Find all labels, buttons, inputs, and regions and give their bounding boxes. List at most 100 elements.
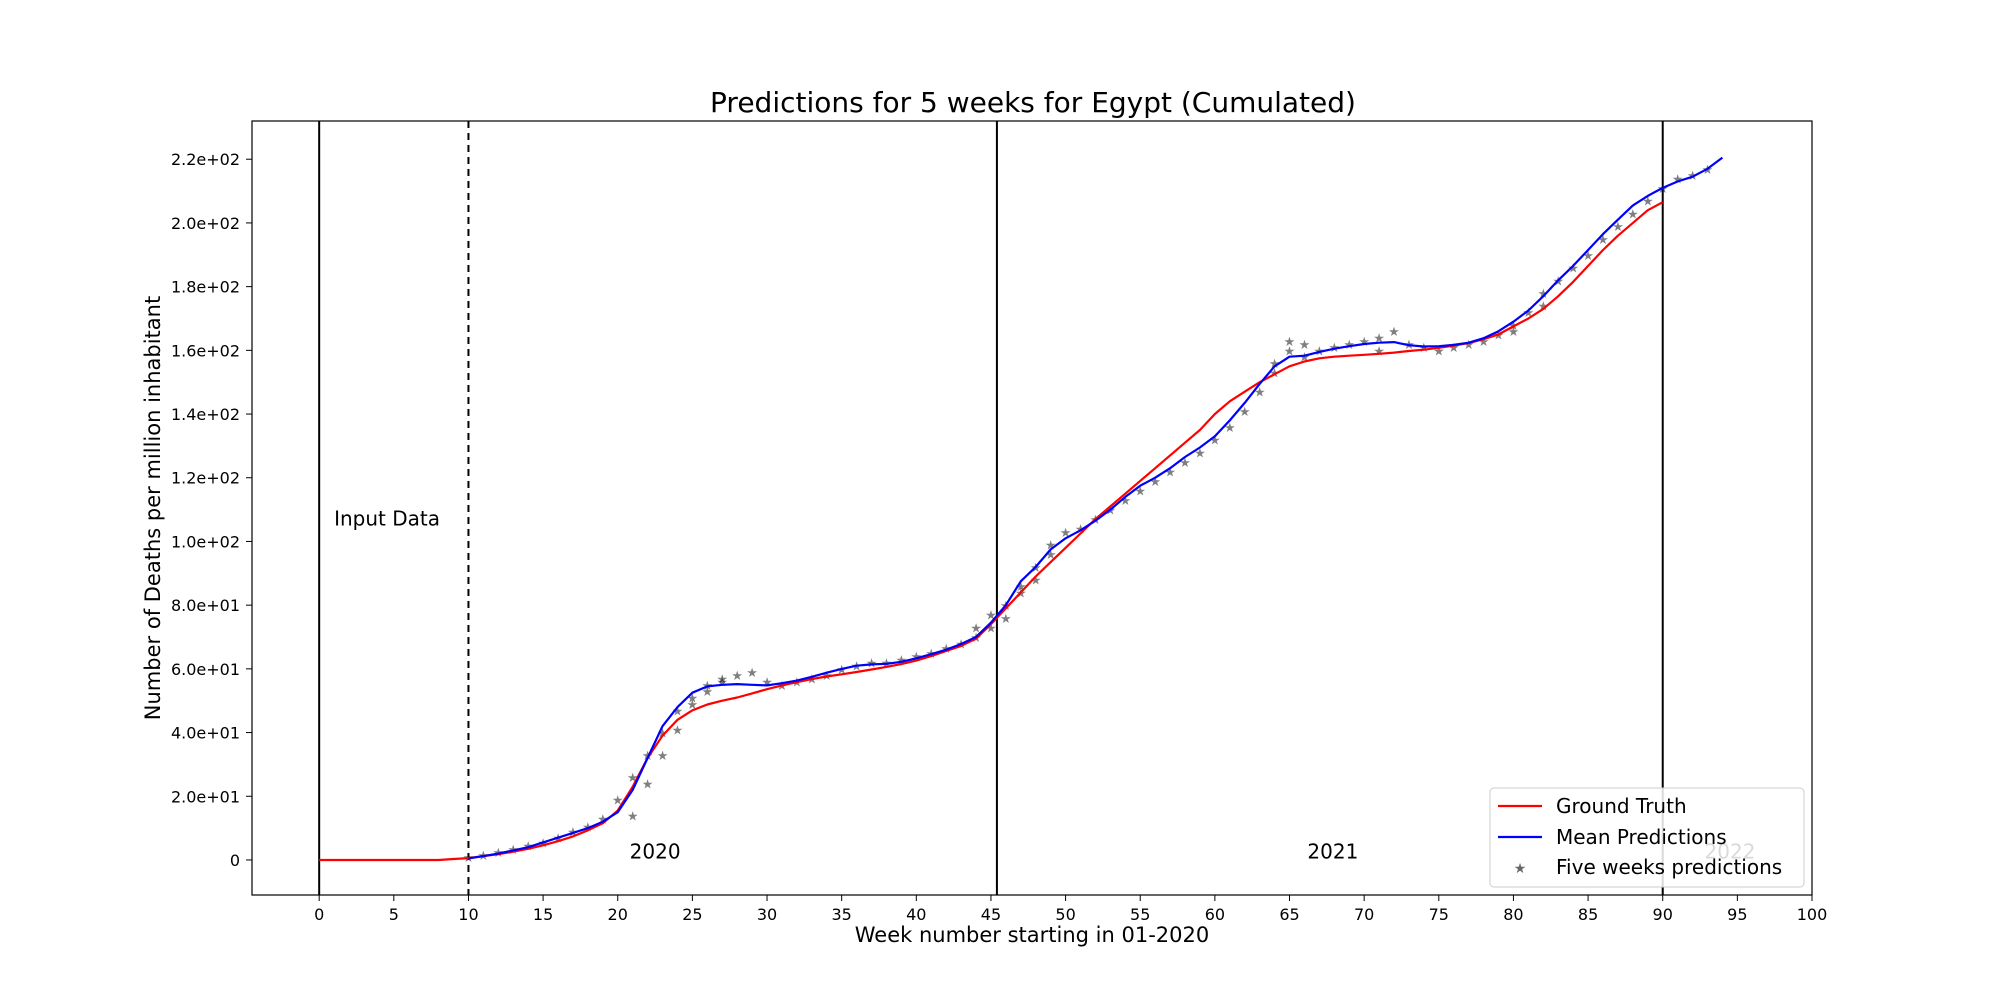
prediction-point: ★ — [1194, 446, 1206, 461]
vertical-reference-lines — [318, 121, 1664, 895]
prediction-point: ★ — [1299, 351, 1311, 366]
prediction-point: ★ — [1209, 434, 1221, 449]
series-lines — [319, 156, 1724, 862]
prediction-point: ★ — [1493, 328, 1505, 343]
legend-label-ground-truth: Ground Truth — [1556, 794, 1687, 818]
prediction-point: ★ — [1284, 344, 1296, 359]
prediction-point: ★ — [1448, 341, 1460, 356]
y-tick-label: 1.6e+02 — [171, 341, 240, 360]
prediction-point: ★ — [851, 660, 863, 675]
prediction-point: ★ — [1284, 335, 1296, 350]
prediction-point: ★ — [1254, 386, 1266, 401]
legend-box — [1489, 787, 1805, 888]
prediction-point: ★ — [1269, 357, 1281, 372]
prediction-point: ★ — [1537, 287, 1549, 302]
prediction-point: ★ — [1134, 484, 1146, 499]
x-tick-label: 95 — [1727, 905, 1747, 924]
prediction-point: ★ — [1358, 335, 1370, 350]
plot-frame — [251, 120, 1813, 896]
ground-truth-line — [319, 201, 1664, 862]
prediction-point: ★ — [1045, 548, 1057, 563]
chart-title: Predictions for 5 weeks for Egypt (Cumul… — [710, 86, 1356, 119]
prediction-point: ★ — [761, 676, 773, 691]
annotation-label: 2021 — [1307, 839, 1358, 863]
prediction-point: ★ — [552, 832, 564, 847]
prediction-point: ★ — [1523, 306, 1535, 321]
prediction-point: ★ — [716, 672, 728, 687]
x-tick-label: 65 — [1279, 905, 1299, 924]
y-tick-label: 2.0e+01 — [171, 787, 240, 806]
prediction-point: ★ — [612, 793, 624, 808]
y-tick-label: 6.0e+01 — [171, 660, 240, 679]
prediction-point: ★ — [672, 704, 684, 719]
x-tick-label: 90 — [1653, 905, 1673, 924]
prediction-point: ★ — [1000, 612, 1012, 627]
annotation-label: Input Data — [334, 507, 440, 531]
prediction-point: ★ — [672, 723, 684, 738]
prediction-point: ★ — [1299, 338, 1311, 353]
x-tick-label: 70 — [1354, 905, 1374, 924]
x-tick-label: 5 — [389, 905, 399, 924]
axes: 0 5 10 15 20 25 30 35 40 45 50 55 60 65 70 75 80 85 90 95 10… — [171, 150, 1827, 924]
x-tick-label: 85 — [1578, 905, 1598, 924]
prediction-point: ★ — [985, 609, 997, 624]
y-tick-label: 4.0e+01 — [171, 724, 240, 743]
prediction-point: ★ — [687, 698, 699, 713]
prediction-point: ★ — [1582, 249, 1594, 264]
prediction-point: ★ — [657, 749, 669, 764]
prediction-point: ★ — [1508, 325, 1520, 340]
prediction-point: ★ — [716, 676, 728, 691]
prediction-point: ★ — [1060, 526, 1072, 541]
x-tick-label: 60 — [1205, 905, 1225, 924]
prediction-point: ★ — [701, 685, 713, 700]
prediction-point: ★ — [1164, 465, 1176, 480]
y-tick-label: 8.0e+01 — [171, 596, 240, 615]
prediction-point: ★ — [1478, 335, 1490, 350]
legend-label-five-weeks-predictions: Five weeks predictions — [1556, 855, 1782, 879]
five-weeks-predictions-scatter: ★ ★ ★ ★ ★ ★ ★ ★★★★★★★★★★★★★★★★★ ★ ★★ ★ ★ ★ ★ ★ ★ ★ ★ ★ ★ ★ ★ ★… — [463, 163, 1714, 866]
prediction-point: ★ — [1433, 344, 1445, 359]
y-tick-label: 2.2e+02 — [171, 150, 240, 169]
x-tick-label: 20 — [608, 905, 628, 924]
x-tick-label: 30 — [757, 905, 777, 924]
prediction-point: ★ — [1627, 207, 1639, 222]
prediction-point: ★ — [1149, 475, 1161, 490]
annotation-label: 2020 — [630, 839, 681, 863]
prediction-point: ★ — [537, 836, 549, 851]
prediction-point: ★ — [1045, 539, 1057, 554]
prediction-point: ★ — [1030, 574, 1042, 589]
prediction-point: ★ — [1672, 172, 1684, 187]
prediction-point: ★ — [1224, 421, 1236, 436]
prediction-point: ★ — [687, 692, 699, 707]
prediction-point: ★ — [836, 663, 848, 678]
prediction-point: ★ — [746, 666, 758, 681]
prediction-point: ★ — [1105, 504, 1117, 519]
y-tick-label: 1.8e+02 — [171, 278, 240, 297]
y-axis-title: Number of Deaths per million inhabitant — [141, 296, 165, 720]
prediction-point: ★ — [1030, 561, 1042, 576]
x-axis-title: Week number starting in 01-2020 — [855, 923, 1209, 947]
prediction-point: ★ — [627, 771, 639, 786]
prediction-point: ★ — [1537, 300, 1549, 315]
prediction-point: ★ — [1179, 456, 1191, 471]
x-tick-label: 55 — [1130, 905, 1150, 924]
x-tick-label: 45 — [981, 905, 1001, 924]
x-tick-label: 40 — [906, 905, 926, 924]
x-tick-label: 10 — [458, 905, 478, 924]
y-tick-label: 1.4e+02 — [171, 405, 240, 424]
y-tick-label: 0 — [230, 851, 240, 870]
prediction-point: ★ — [657, 727, 669, 742]
y-tick-label: 1.2e+02 — [171, 469, 240, 488]
y-tick-label: 2.0e+02 — [171, 214, 240, 233]
prediction-point: ★ — [731, 669, 743, 684]
x-tick-label: 25 — [682, 905, 702, 924]
legend-marker-five-weeks-predictions: ★ — [1514, 861, 1527, 877]
x-tick-label: 80 — [1503, 905, 1523, 924]
prediction-point: ★ — [1239, 405, 1251, 420]
legend: Ground Truth Mean Predictions ★ Five wee… — [1489, 787, 1805, 888]
y-tick-label: 1.0e+02 — [171, 532, 240, 551]
prediction-point: ★ — [597, 813, 609, 828]
legend-label-mean-predictions: Mean Predictions — [1556, 825, 1727, 849]
prediction-point: ★ — [1388, 325, 1400, 340]
